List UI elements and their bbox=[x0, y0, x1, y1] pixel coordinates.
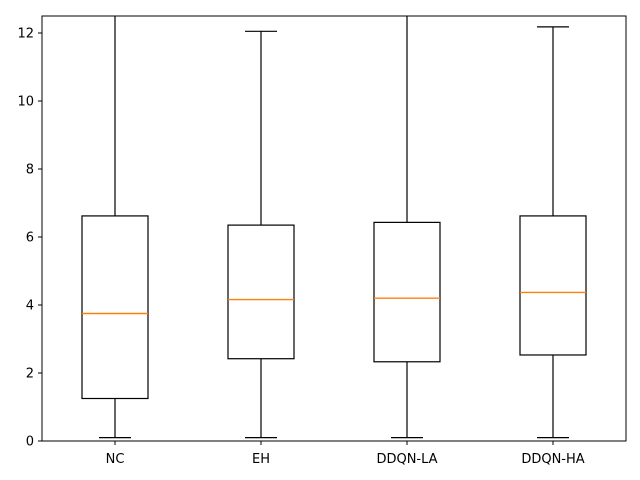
y-tick-label-0: 0 bbox=[26, 435, 34, 450]
y-tick-label-6: 6 bbox=[26, 231, 34, 246]
box-group-ddqn-ha bbox=[519, 26, 587, 439]
axes: 0 2 4 6 8 10 12 NC EH DDQN-LA DDQN-HA bbox=[17, 15, 627, 467]
box-ddqn-la bbox=[373, 221, 441, 363]
box-group-eh bbox=[227, 30, 295, 439]
y-tick-label-8: 8 bbox=[26, 163, 34, 178]
y-tick-label-2: 2 bbox=[26, 367, 34, 382]
axes-frame bbox=[41, 15, 627, 442]
box-group-ddqn-la bbox=[373, 16, 441, 439]
y-tick-label-10: 10 bbox=[17, 95, 34, 110]
y-tick-label-12: 12 bbox=[17, 27, 34, 42]
x-tick-label-ddqn-la: DDQN-LA bbox=[376, 452, 437, 467]
x-tick-label-eh: EH bbox=[252, 452, 270, 467]
box-nc bbox=[81, 215, 149, 400]
box-ddqn-ha bbox=[519, 215, 587, 356]
x-tick-label-ddqn-ha: DDQN-HA bbox=[521, 452, 584, 467]
box-group-nc bbox=[81, 16, 149, 439]
x-tick-label-nc: NC bbox=[106, 452, 125, 467]
plot-area bbox=[81, 16, 587, 439]
box-eh bbox=[227, 224, 295, 360]
y-tick-label-4: 4 bbox=[26, 299, 34, 314]
